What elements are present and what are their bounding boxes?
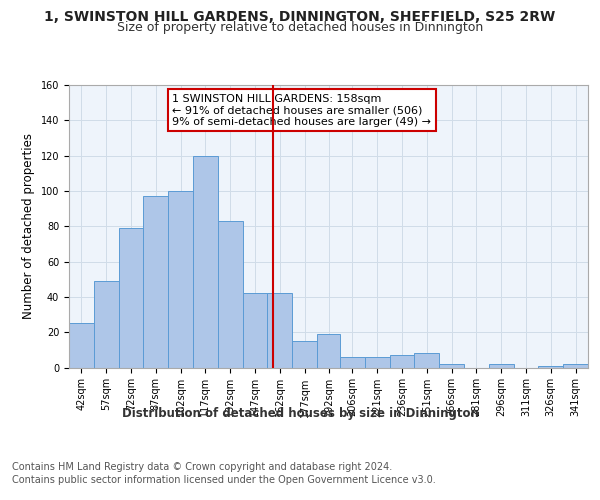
Text: Size of property relative to detached houses in Dinnington: Size of property relative to detached ho…	[117, 22, 483, 35]
Bar	[389, 355, 415, 368]
Bar	[365, 357, 389, 368]
Bar	[143, 196, 168, 368]
Bar	[94, 281, 119, 368]
Bar	[268, 294, 292, 368]
Bar	[489, 364, 514, 368]
Bar	[119, 228, 143, 368]
Bar	[439, 364, 464, 368]
Text: Contains HM Land Registry data © Crown copyright and database right 2024.: Contains HM Land Registry data © Crown c…	[12, 462, 392, 472]
Text: Distribution of detached houses by size in Dinnington: Distribution of detached houses by size …	[122, 408, 478, 420]
Bar	[538, 366, 563, 368]
Bar	[563, 364, 588, 368]
Bar	[168, 191, 193, 368]
Bar	[415, 354, 439, 368]
Y-axis label: Number of detached properties: Number of detached properties	[22, 133, 35, 320]
Bar	[340, 357, 365, 368]
Text: Contains public sector information licensed under the Open Government Licence v3: Contains public sector information licen…	[12, 475, 436, 485]
Text: 1 SWINSTON HILL GARDENS: 158sqm
← 91% of detached houses are smaller (506)
9% of: 1 SWINSTON HILL GARDENS: 158sqm ← 91% of…	[172, 94, 431, 127]
Bar	[292, 341, 317, 367]
Bar	[242, 294, 268, 368]
Bar	[69, 324, 94, 368]
Bar	[218, 221, 242, 368]
Bar	[193, 156, 218, 368]
Text: 1, SWINSTON HILL GARDENS, DINNINGTON, SHEFFIELD, S25 2RW: 1, SWINSTON HILL GARDENS, DINNINGTON, SH…	[44, 10, 556, 24]
Bar	[317, 334, 340, 368]
